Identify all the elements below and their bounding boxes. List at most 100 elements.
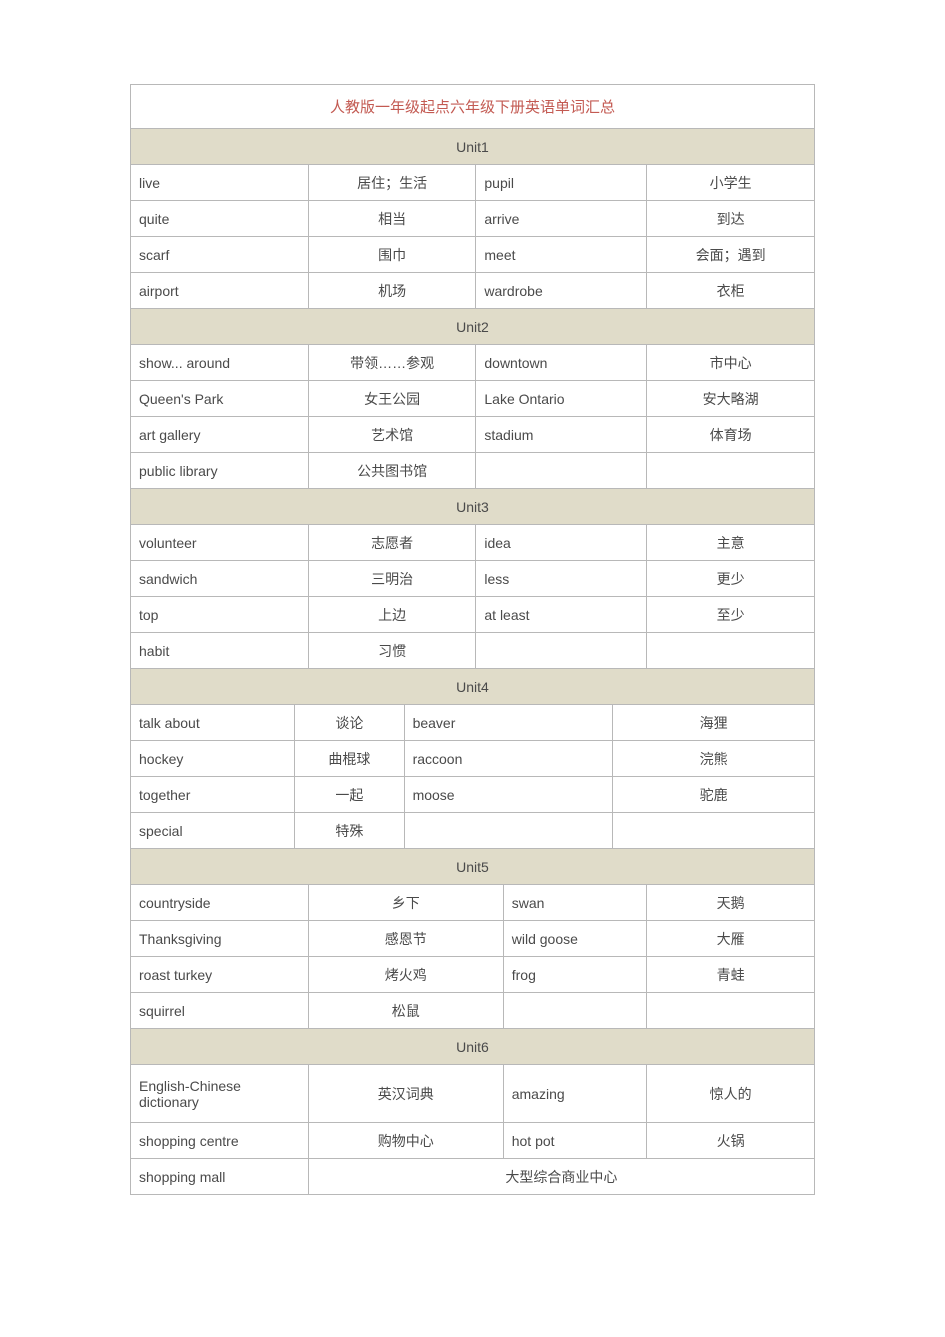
word-en: countryside (131, 885, 309, 921)
word-cn (647, 633, 815, 669)
unit-header: Unit4 (131, 669, 815, 705)
word-en (503, 993, 647, 1029)
word-en: downtown (476, 345, 647, 381)
word-cn: 惊人的 (647, 1065, 815, 1123)
table-row: Queen's Park 女王公园 Lake Ontario 安大略湖 (131, 381, 815, 417)
word-en: frog (503, 957, 647, 993)
word-en: Queen's Park (131, 381, 309, 417)
vocab-table: 人教版一年级起点六年级下册英语单词汇总 Unit1 live 居住；生活 pup… (130, 84, 815, 1195)
unit-label: Unit1 (131, 129, 815, 165)
word-cn: 火锅 (647, 1123, 815, 1159)
word-en: quite (131, 201, 309, 237)
word-en: scarf (131, 237, 309, 273)
word-cn: 体育场 (647, 417, 815, 453)
word-en (476, 453, 647, 489)
table-row: Thanksgiving 感恩节 wild goose 大雁 (131, 921, 815, 957)
word-en: hot pot (503, 1123, 647, 1159)
word-cn: 围巾 (308, 237, 476, 273)
word-cn: 曲棍球 (295, 741, 404, 777)
word-cn: 更少 (647, 561, 815, 597)
word-en: English-Chinese dictionary (131, 1065, 309, 1123)
word-en: Lake Ontario (476, 381, 647, 417)
word-cn: 女王公园 (308, 381, 476, 417)
word-cn: 英汉词典 (308, 1065, 503, 1123)
word-en: top (131, 597, 309, 633)
word-cn: 到达 (647, 201, 815, 237)
word-cn: 居住；生活 (308, 165, 476, 201)
table-row: shopping mall 大型综合商业中心 (131, 1159, 815, 1195)
word-cn: 机场 (308, 273, 476, 309)
word-cn: 浣熊 (613, 741, 815, 777)
word-en: stadium (476, 417, 647, 453)
table-row: together 一起 moose 驼鹿 (131, 777, 815, 813)
word-cn: 松鼠 (308, 993, 503, 1029)
word-en: meet (476, 237, 647, 273)
word-en: habit (131, 633, 309, 669)
word-cn: 安大略湖 (647, 381, 815, 417)
unit-header: Unit6 (131, 1029, 815, 1065)
word-en: at least (476, 597, 647, 633)
word-en: less (476, 561, 647, 597)
word-cn: 乡下 (308, 885, 503, 921)
word-en: together (131, 777, 295, 813)
unit-header: Unit3 (131, 489, 815, 525)
table-row: art gallery 艺术馆 stadium 体育场 (131, 417, 815, 453)
word-cn: 感恩节 (308, 921, 503, 957)
unit-header: Unit2 (131, 309, 815, 345)
word-en: volunteer (131, 525, 309, 561)
word-en: show... around (131, 345, 309, 381)
word-en: arrive (476, 201, 647, 237)
word-cn: 烤火鸡 (308, 957, 503, 993)
word-cn: 志愿者 (308, 525, 476, 561)
word-cn: 会面；遇到 (647, 237, 815, 273)
word-cn: 公共图书馆 (308, 453, 476, 489)
word-en: amazing (503, 1065, 647, 1123)
word-cn: 艺术馆 (308, 417, 476, 453)
table-row: hockey 曲棍球 raccoon 浣熊 (131, 741, 815, 777)
word-cn (613, 813, 815, 849)
unit-header: Unit5 (131, 849, 815, 885)
table-row: English-Chinese dictionary 英汉词典 amazing … (131, 1065, 815, 1123)
word-cn: 驼鹿 (613, 777, 815, 813)
word-en: moose (404, 777, 613, 813)
word-en: wild goose (503, 921, 647, 957)
word-cn: 大雁 (647, 921, 815, 957)
word-en: wardrobe (476, 273, 647, 309)
unit-label: Unit2 (131, 309, 815, 345)
word-en: squirrel (131, 993, 309, 1029)
unit-label: Unit6 (131, 1029, 815, 1065)
word-cn: 至少 (647, 597, 815, 633)
word-cn: 天鹅 (647, 885, 815, 921)
word-en: pupil (476, 165, 647, 201)
word-en: special (131, 813, 295, 849)
table-row: public library 公共图书馆 (131, 453, 815, 489)
table-row: volunteer 志愿者 idea 主意 (131, 525, 815, 561)
word-en: talk about (131, 705, 295, 741)
title-cell: 人教版一年级起点六年级下册英语单词汇总 (131, 85, 815, 129)
table-row: roast turkey 烤火鸡 frog 青蛙 (131, 957, 815, 993)
word-en: swan (503, 885, 647, 921)
title-row: 人教版一年级起点六年级下册英语单词汇总 (131, 85, 815, 129)
word-cn: 带领……参观 (308, 345, 476, 381)
word-en: public library (131, 453, 309, 489)
unit-label: Unit4 (131, 669, 815, 705)
word-cn (647, 453, 815, 489)
word-en (476, 633, 647, 669)
table-row: live 居住；生活 pupil 小学生 (131, 165, 815, 201)
table-row: special 特殊 (131, 813, 815, 849)
word-cn: 衣柜 (647, 273, 815, 309)
word-cn: 谈论 (295, 705, 404, 741)
word-en: art gallery (131, 417, 309, 453)
word-cn: 市中心 (647, 345, 815, 381)
word-en: raccoon (404, 741, 613, 777)
word-cn: 习惯 (308, 633, 476, 669)
table-row: countryside 乡下 swan 天鹅 (131, 885, 815, 921)
word-cn: 特殊 (295, 813, 404, 849)
word-cn: 相当 (308, 201, 476, 237)
table-row: shopping centre 购物中心 hot pot 火锅 (131, 1123, 815, 1159)
table-row: habit 习惯 (131, 633, 815, 669)
word-cn: 海狸 (613, 705, 815, 741)
table-row: airport 机场 wardrobe 衣柜 (131, 273, 815, 309)
table-row: squirrel 松鼠 (131, 993, 815, 1029)
word-cn: 青蛙 (647, 957, 815, 993)
